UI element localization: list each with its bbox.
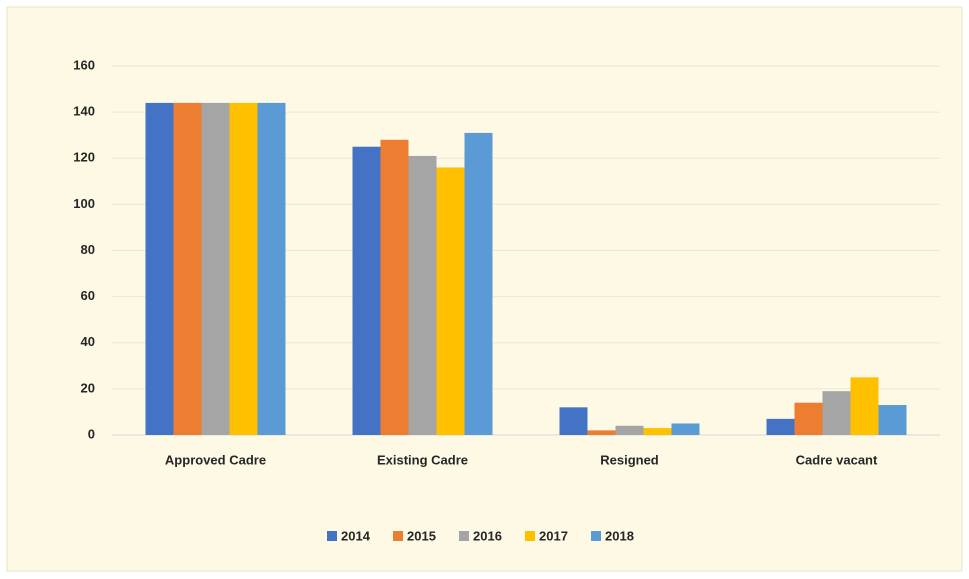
bar	[615, 425, 644, 435]
bar	[436, 167, 465, 435]
x-tick-label: Existing Cadre	[377, 452, 468, 467]
bar	[671, 423, 700, 435]
y-tick-label: 20	[81, 380, 95, 395]
y-tick-label: 140	[73, 104, 95, 119]
bar	[822, 391, 851, 435]
legend-label: 2017	[539, 528, 568, 543]
legend-swatch	[393, 531, 403, 541]
y-tick-label: 80	[81, 242, 95, 257]
legend-swatch	[525, 531, 535, 541]
bar	[850, 377, 879, 435]
y-tick-label: 0	[88, 426, 95, 441]
bar	[352, 146, 381, 435]
bar	[257, 102, 286, 436]
bar	[408, 155, 437, 435]
legend-label: 2018	[605, 528, 634, 543]
y-tick-label: 120	[73, 150, 95, 165]
y-tick-label: 100	[73, 196, 95, 211]
bar	[766, 418, 795, 435]
x-tick-label: Cadre vacant	[796, 452, 878, 467]
bar	[201, 102, 230, 436]
bar	[173, 102, 202, 436]
legend-swatch	[459, 531, 469, 541]
x-tick-label: Approved Cadre	[165, 452, 266, 467]
bar	[229, 102, 258, 436]
legend-swatch	[591, 531, 601, 541]
bar	[794, 402, 823, 435]
legend-label: 2014	[341, 528, 371, 543]
y-tick-label: 160	[73, 57, 95, 72]
bar	[559, 407, 588, 435]
legend-swatch	[327, 531, 337, 541]
x-tick-label: Resigned	[600, 452, 659, 467]
y-tick-label: 60	[81, 288, 95, 303]
legend-label: 2016	[473, 528, 502, 543]
bar	[145, 102, 174, 436]
bar	[464, 132, 493, 435]
bar	[878, 405, 907, 435]
bar	[587, 430, 616, 435]
bar	[643, 428, 672, 435]
legend-label: 2015	[407, 528, 436, 543]
y-tick-label: 40	[81, 334, 95, 349]
bar	[380, 139, 409, 436]
